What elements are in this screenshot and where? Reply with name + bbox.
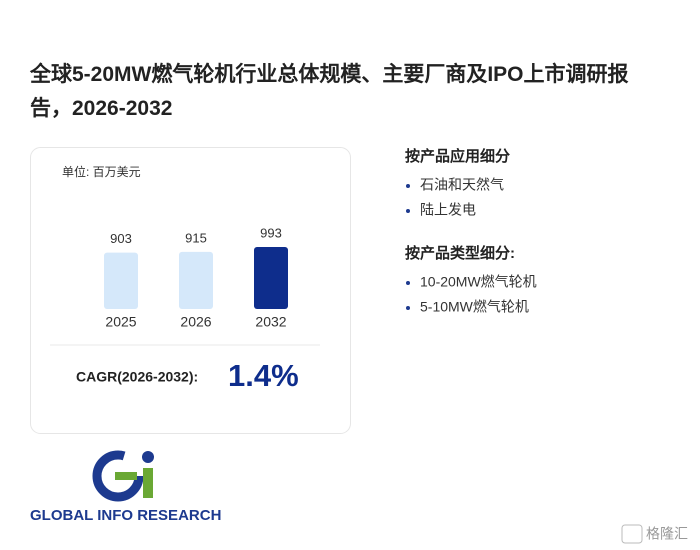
bullet <box>406 209 410 213</box>
unit-label: 单位: 百万美元 <box>62 164 141 179</box>
segment-item: 10-20MW燃气轮机 <box>420 274 537 290</box>
watermark-logo <box>621 524 643 544</box>
bar <box>104 252 138 309</box>
segment-item: 5-10MW燃气轮机 <box>420 299 529 315</box>
value-label: 915 <box>185 230 207 245</box>
segment-item: 石油和天然气 <box>420 177 504 193</box>
value-label: 903 <box>110 231 132 246</box>
cagr-label: CAGR(2026-2032): <box>76 369 198 385</box>
bullet <box>406 306 410 310</box>
bar <box>254 247 288 309</box>
x-tick-label: 2025 <box>105 314 136 330</box>
segment-title: 按产品类型细分: <box>405 244 515 262</box>
logo-text: GLOBAL INFO RESEARCH <box>30 507 221 524</box>
cagr-value: 1.4% <box>228 358 299 393</box>
bar <box>179 251 213 309</box>
report-title: 全球5-20MW燃气轮机行业总体规模、主要厂商及IPO上市调研报告，2026-2… <box>30 63 629 120</box>
x-tick-label: 2026 <box>180 314 211 330</box>
bullet <box>406 184 410 188</box>
x-tick-label: 2032 <box>255 314 286 330</box>
value-label: 993 <box>260 225 282 240</box>
segment-title: 按产品应用细分 <box>405 147 510 165</box>
bullet <box>406 281 410 285</box>
segment-item: 陆上发电 <box>420 202 476 218</box>
logo-icon <box>92 450 154 502</box>
watermark-text: 格隆汇 <box>646 526 688 542</box>
